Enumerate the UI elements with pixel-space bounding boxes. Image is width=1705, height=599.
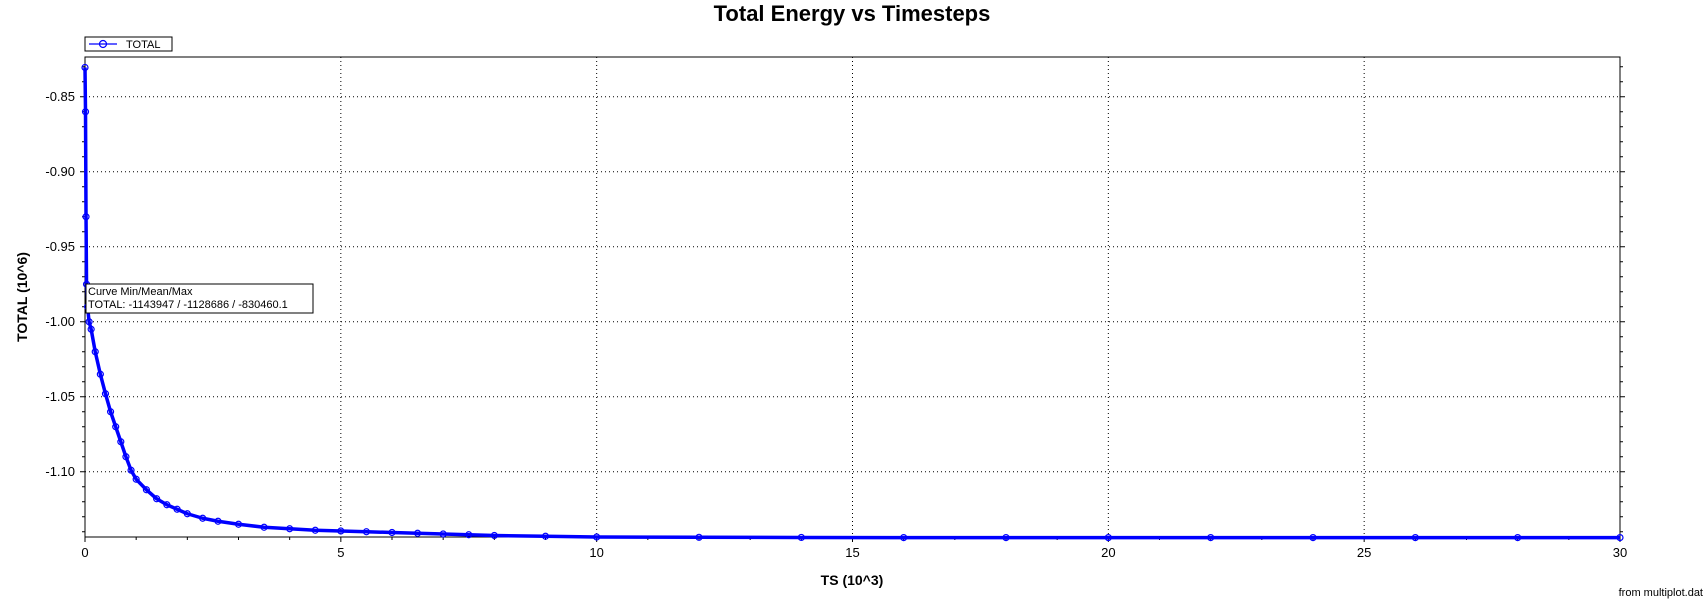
data-point [132,475,140,483]
data-point [1002,533,1010,542]
y-axis-label: TOTAL (10^6) [14,252,30,342]
data-point [465,531,473,539]
data-point [900,533,908,542]
data-point [413,529,422,537]
x-axis-label: TS (10^3) [821,572,884,588]
data-point [106,408,115,416]
data-point [260,523,268,531]
data-point [1207,533,1215,542]
data-point [286,525,294,533]
x-tick-label: 30 [1613,545,1627,560]
min-mean-max-box: Curve Min/Mean/Max TOTAL: -1143947 / -11… [85,283,314,314]
data-point [1514,533,1522,542]
data-point [87,325,95,333]
data-point [199,514,207,522]
y-axis: -0.85 -0.90 -0.95 -1.00 -1.05 -1.10 [45,66,1625,533]
data-point [96,370,104,378]
data-point [85,318,93,326]
x-tick-label: 15 [845,545,859,560]
data-point [122,453,130,461]
x-tick-label: 10 [589,545,603,560]
info-box-frame [85,283,314,314]
data-point [1411,533,1419,542]
legend: TOTAL [84,36,173,52]
data-point [1616,533,1624,542]
chart-title: Total Energy vs Timesteps [714,1,991,26]
y-tick-label: -1.10 [45,464,75,479]
data-point [234,520,243,528]
series-total [81,63,1624,542]
data-point [81,108,90,116]
data-point [214,517,222,525]
data-point [153,495,161,503]
legend-entry-total: TOTAL [126,39,160,51]
data-point [91,348,99,356]
data-point [117,438,125,446]
data-point [337,527,345,535]
data-point [163,501,171,509]
data-point [388,528,396,537]
data-point [797,533,805,542]
y-tick-label: -1.00 [45,314,75,329]
data-point [490,531,498,540]
legend-box [84,36,173,52]
data-point [1104,533,1112,542]
x-tick-label: 20 [1101,545,1115,560]
series-layer [81,63,1624,542]
x-tick-label: 25 [1357,545,1371,560]
legend-swatch-marker [98,39,108,49]
data-point [82,213,90,221]
series-line [83,67,1620,540]
data-point [311,526,319,534]
y-tick-label: -0.85 [45,89,75,104]
y-tick-label: -0.90 [45,164,75,179]
data-point [112,423,120,431]
data-point [362,528,371,536]
x-axis: 0 5 10 15 20 25 30 [81,537,1627,560]
data-point [695,533,703,541]
data-point [1309,533,1317,542]
info-box-values: TOTAL: -1143947 / -1128686 / -830460.1 [88,299,288,311]
data-point [127,466,135,474]
x-tick-label: 0 [81,545,88,560]
data-point [142,486,150,494]
data-point [593,533,601,541]
data-point [183,510,191,518]
info-box-header: Curve Min/Mean/Max [88,286,193,298]
source-note: from multiplot.dat [1619,587,1703,599]
y-tick-label: -0.95 [45,239,75,254]
data-point [101,390,110,398]
grid [85,57,1620,537]
data-point [439,530,447,538]
data-point [81,63,89,72]
data-point [541,532,550,540]
y-tick-label: -1.05 [45,389,75,404]
x-tick-label: 5 [337,545,344,560]
data-point [173,505,181,513]
